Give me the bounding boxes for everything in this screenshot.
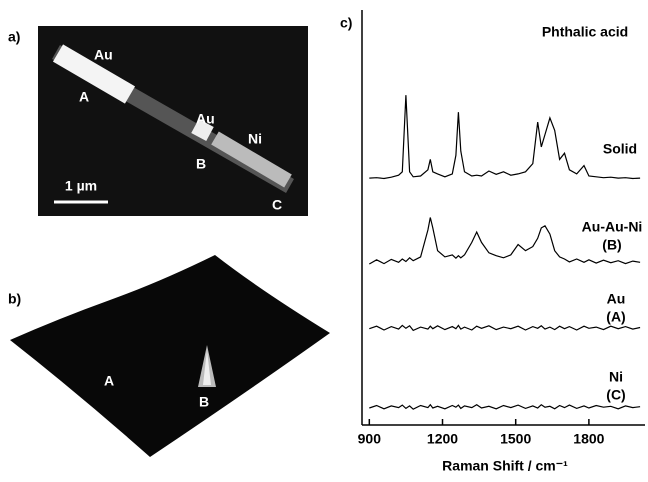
x-tick-label: 1200: [427, 431, 458, 447]
x-tick-label: 1500: [500, 431, 531, 447]
spectrum: [369, 403, 641, 410]
spectrum: [369, 95, 641, 180]
wire-label: Ni: [248, 131, 262, 147]
series-label: Au: [607, 291, 626, 307]
wire-label: C: [272, 197, 282, 213]
map-label: C: [255, 402, 265, 418]
series-label: Solid: [603, 141, 637, 157]
wire-label: A: [79, 89, 89, 105]
map-label: A: [104, 373, 114, 389]
nanowire: [52, 44, 294, 193]
x-axis-title: Raman Shift / cm⁻¹: [442, 458, 568, 474]
scale-label: 1 µm: [65, 178, 97, 194]
series-tag: (A): [606, 309, 625, 325]
x-tick-label: 900: [358, 431, 382, 447]
panel-label: a): [8, 29, 20, 45]
x-tick-label: 1800: [573, 431, 604, 447]
surface-map: [10, 255, 330, 457]
panel-label: c): [340, 15, 352, 31]
wire-label: Au: [196, 111, 215, 127]
peak-highlight: [203, 350, 211, 385]
spectrum: [369, 324, 641, 332]
series-tag: (B): [602, 237, 621, 253]
wire-label: Au: [94, 47, 113, 63]
panel-label: b): [8, 291, 21, 307]
series-tag: (C): [606, 387, 625, 403]
wire-label: B: [196, 156, 206, 172]
chart-title: Phthalic acid: [542, 24, 628, 40]
series-label: Ni: [609, 369, 623, 385]
spectrum: [369, 217, 641, 265]
map-label: B: [199, 394, 209, 410]
series-label: Au-Au-Ni: [582, 219, 643, 235]
